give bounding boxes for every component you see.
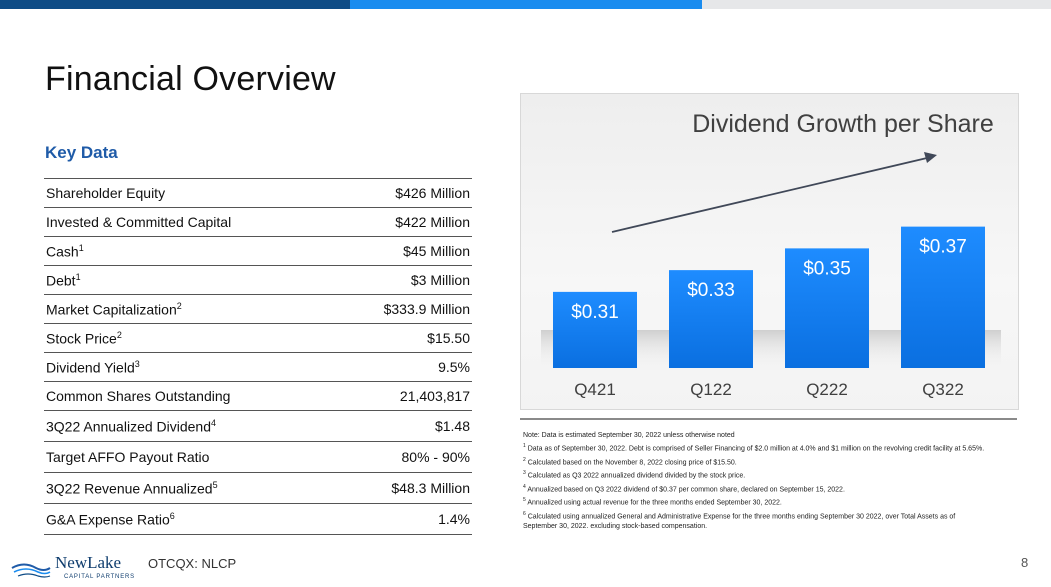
footnote-line: 6 Calculated using annualized General an… xyxy=(523,510,956,521)
footnote-line: 3 Calculated as Q3 2022 annualized divid… xyxy=(523,470,746,480)
accent-segment-dark xyxy=(0,0,350,9)
chart-value-label: $0.37 xyxy=(919,237,967,258)
key-data-row: Target AFFO Payout Ratio 80% - 90% xyxy=(44,441,472,473)
top-accent-bar xyxy=(0,0,1051,9)
svg-text:CAPITAL PARTNERS: CAPITAL PARTNERS xyxy=(64,574,135,580)
chart-bar xyxy=(901,226,985,368)
chart-category-label: Q421 xyxy=(574,380,616,399)
page-title: Financial Overview xyxy=(45,60,336,98)
key-data-value: $333.9 Million xyxy=(383,301,470,317)
trend-arrow-line xyxy=(611,157,928,233)
key-data-label: Stock Price2 xyxy=(46,329,122,347)
key-data-value: $1.48 xyxy=(434,418,470,434)
chart-bar xyxy=(785,248,869,368)
key-data-label: Market Capitalization2 xyxy=(46,300,182,318)
key-data-value: 21,403,817 xyxy=(399,388,470,404)
footnote-line: 5 Annualized using actual revenue for th… xyxy=(523,497,782,507)
key-data-value: $48.3 Million xyxy=(391,480,470,496)
key-data-heading: Key Data xyxy=(45,143,118,162)
key-data-row: Dividend Yield3 9.5% xyxy=(44,352,472,382)
dividend-chart: Dividend Growth per Share $0.31 Q421 $0.33 Q… xyxy=(520,93,1019,410)
key-data-row: Cash1 $45 Million xyxy=(44,236,472,266)
key-data-row: Invested & Committed Capital $422 Million xyxy=(44,207,472,237)
footnote-line: 1 Data as of September 30, 2022. Debt is… xyxy=(523,443,985,453)
footnote-marker: 4 xyxy=(211,417,217,428)
key-data-label: Debt1 xyxy=(46,271,81,289)
chart-bar xyxy=(669,270,753,368)
chart-divider xyxy=(520,418,1017,420)
key-data-value: $15.50 xyxy=(427,330,470,346)
chart-category-label: Q322 xyxy=(922,380,964,399)
key-data-label: 3Q22 Revenue Annualized5 xyxy=(46,479,218,497)
footnotes: Note: Data is estimated September 30, 20… xyxy=(523,431,1023,533)
key-data-value: $3 Million xyxy=(410,272,470,288)
page-number: 8 xyxy=(1021,555,1029,570)
footnote-line: 4 Annualized based on Q3 2022 dividend o… xyxy=(523,483,845,494)
footnote-marker: 3 xyxy=(134,358,140,369)
key-data-label: Cash1 xyxy=(46,242,84,260)
key-data-value: $422 Million xyxy=(395,214,470,230)
dividend-chart-svg: Dividend Growth per Share $0.31 Q421 $0.33 Q… xyxy=(541,110,1001,399)
key-data-value: $426 Million xyxy=(395,185,470,201)
footnote-marker: 2 xyxy=(176,300,182,311)
key-data-row: G&A Expense Ratio6 1.4% xyxy=(44,503,472,535)
chart-category-label: Q122 xyxy=(690,380,732,399)
key-data-row: Shareholder Equity $426 Million xyxy=(44,178,472,208)
footnote-line: Note: Data is estimated September 30, 20… xyxy=(523,432,735,439)
svg-text:NewLake: NewLake xyxy=(55,553,121,572)
key-data-label: 3Q22 Annualized Dividend4 xyxy=(46,417,217,435)
ticker-symbol: OTCQX: NLCP xyxy=(148,556,237,571)
trend-arrow-head xyxy=(924,152,937,163)
key-data-value: 9.5% xyxy=(438,359,470,375)
chart-bar xyxy=(553,291,637,368)
key-data-row: Stock Price2 $15.50 xyxy=(44,323,472,353)
key-data-row: Common Shares Outstanding 21,403,817 xyxy=(44,381,472,411)
chart-value-label: $0.35 xyxy=(803,258,851,279)
key-data-label: Shareholder Equity xyxy=(46,185,166,201)
key-data-row: Market Capitalization2 $333.9 Million xyxy=(44,294,472,324)
key-data-label: Common Shares Outstanding xyxy=(46,388,231,404)
chart-title: Dividend Growth per Share xyxy=(692,110,994,138)
footnote-line: 2 Calculated based on the November 8, 20… xyxy=(523,456,737,467)
footnote-line: September 30, 2022. excluding stock-base… xyxy=(523,523,708,531)
footnote-marker: 1 xyxy=(78,242,84,253)
newlake-logo: NewLake CAPITAL PARTNERS xyxy=(11,553,135,580)
accent-segment-blue xyxy=(350,0,702,9)
key-data-value: 1.4% xyxy=(438,511,470,527)
key-data-label: Target AFFO Payout Ratio xyxy=(46,449,210,465)
key-data-value: $45 Million xyxy=(403,243,470,259)
key-data-row: Debt1 $3 Million xyxy=(44,265,472,295)
key-data-value: 80% - 90% xyxy=(401,449,470,465)
key-data-row: 3Q22 Annualized Dividend4 $1.48 xyxy=(44,410,472,442)
footnote-marker: 1 xyxy=(75,271,81,282)
accent-segment-gray xyxy=(702,0,1051,9)
chart-value-label: $0.31 xyxy=(571,302,619,323)
footnote-marker: 5 xyxy=(212,479,218,490)
chart-category-label: Q222 xyxy=(806,380,848,399)
key-data-table: Shareholder Equity $426 Million Invested &… xyxy=(44,178,472,535)
key-data-label: Dividend Yield3 xyxy=(46,358,140,376)
key-data-row: 3Q22 Revenue Annualized5 $48.3 Million xyxy=(44,472,472,504)
footnote-marker: 6 xyxy=(169,510,175,521)
key-data-label: G&A Expense Ratio6 xyxy=(46,510,175,528)
footnote-marker: 2 xyxy=(116,329,122,340)
chart-value-label: $0.33 xyxy=(687,280,735,301)
key-data-label: Invested & Committed Capital xyxy=(46,214,232,230)
